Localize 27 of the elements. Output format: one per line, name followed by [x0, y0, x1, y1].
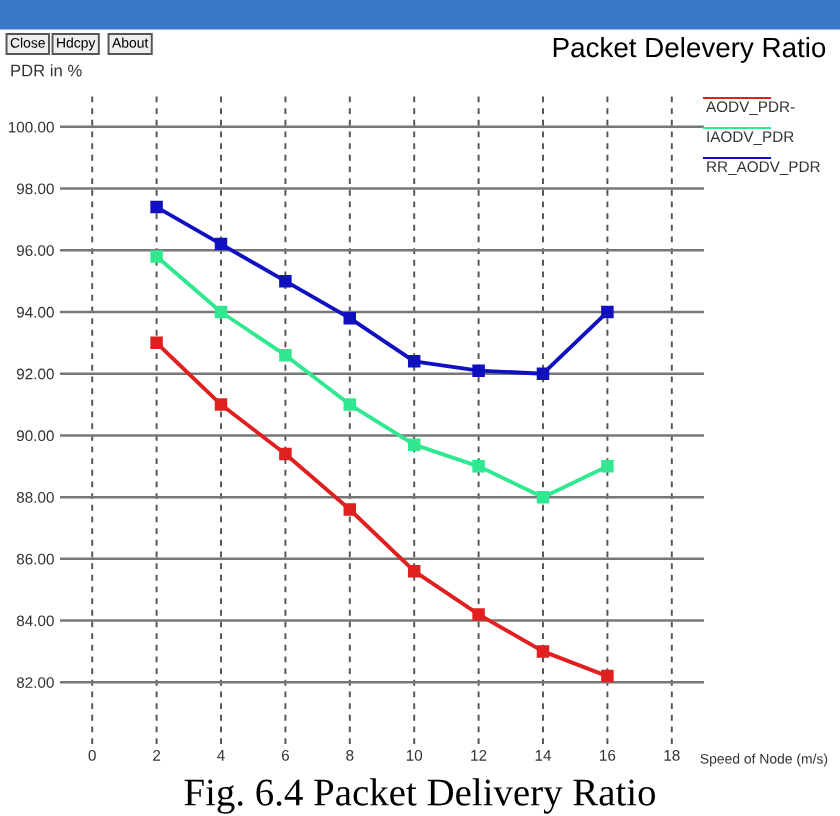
point — [472, 364, 485, 377]
point — [343, 398, 357, 411]
point — [150, 336, 163, 350]
point — [150, 250, 163, 263]
point — [279, 447, 292, 461]
point — [343, 311, 357, 325]
point — [150, 200, 163, 214]
point — [214, 237, 228, 251]
point — [601, 460, 614, 473]
caption: Fig. 6.4 Packet Delivery Ratio — [184, 778, 656, 814]
point — [536, 367, 550, 380]
y-axis-title: PDR in % — [11, 64, 82, 77]
point — [472, 608, 485, 621]
point — [601, 305, 614, 319]
point — [279, 348, 292, 362]
point — [343, 503, 357, 516]
point — [536, 645, 550, 658]
point — [214, 398, 228, 411]
point — [407, 355, 421, 368]
point — [279, 274, 292, 288]
point — [407, 438, 421, 451]
chart-title: Packet Delevery Ratio — [553, 36, 826, 63]
point — [407, 564, 421, 578]
point — [601, 669, 614, 683]
point — [214, 305, 228, 319]
point — [536, 490, 550, 504]
point — [472, 460, 485, 473]
